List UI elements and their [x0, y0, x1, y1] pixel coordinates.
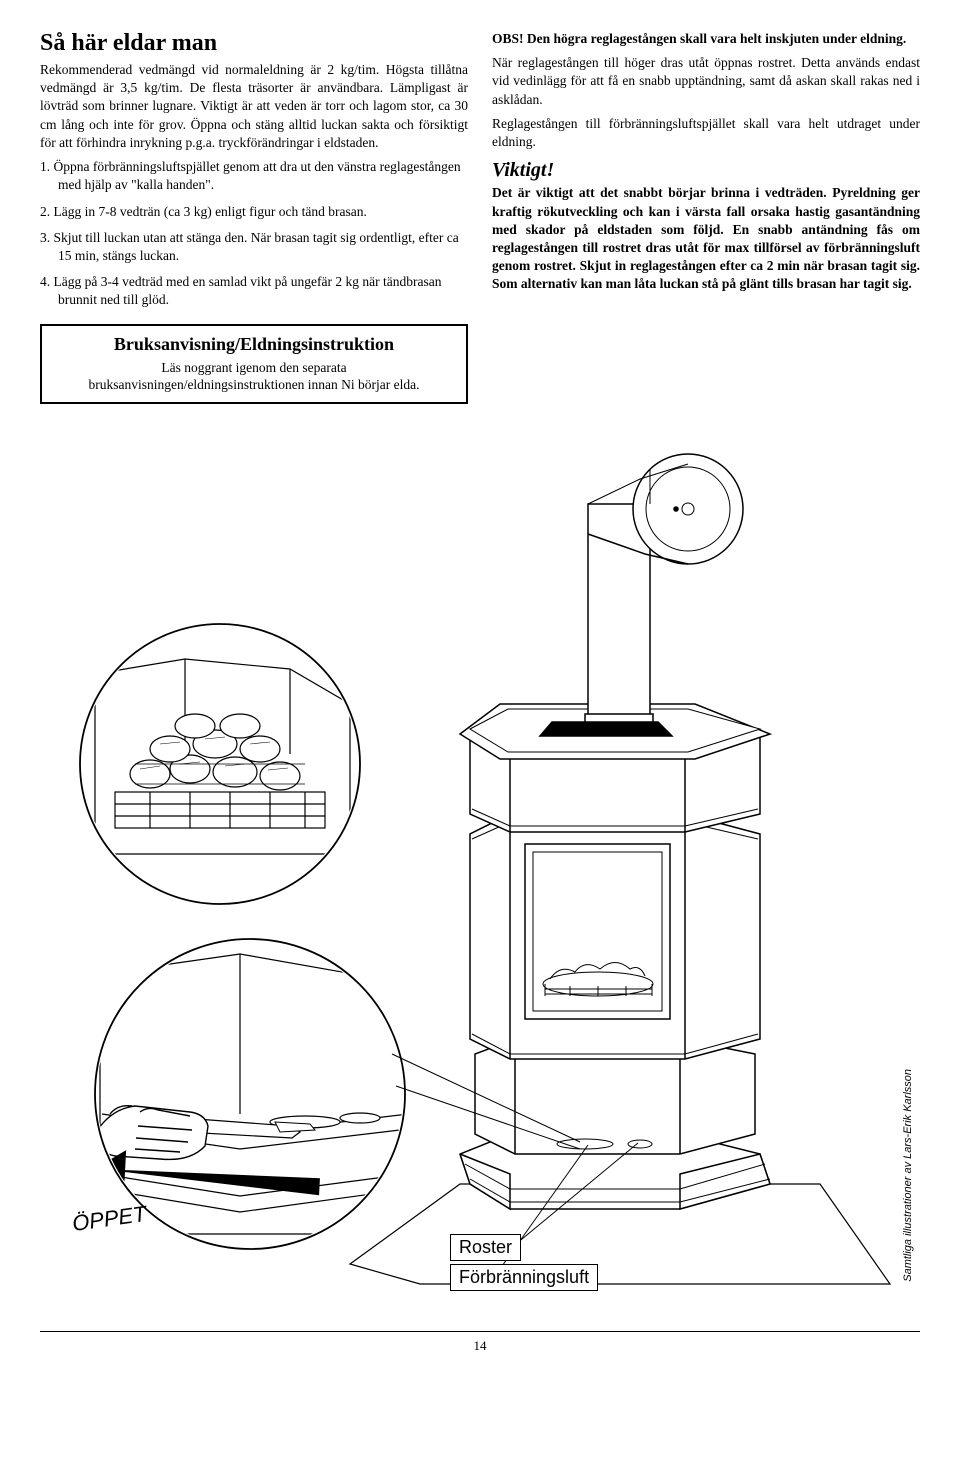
stove-svg — [40, 414, 920, 1314]
box-title: Bruksanvisning/Eldningsinstruktion — [52, 334, 456, 355]
step-1: 1. Öppna förbränningsluftspjället genom … — [40, 158, 468, 194]
obs-rest: Den högra reglagestången skall vara helt… — [524, 31, 907, 46]
obs-label: OBS! — [492, 31, 524, 46]
step-4: 4. Lägg på 3-4 vedträd med en samlad vik… — [40, 273, 468, 309]
obs-paragraph: OBS! Den högra reglagestången skall vara… — [492, 30, 920, 48]
viktigt-heading: Viktigt! — [492, 159, 920, 182]
stove-illustration: ÖPPET Roster Förbränningsluft Samtliga i… — [40, 414, 920, 1319]
instruction-box: Bruksanvisning/Eldningsinstruktion Läs n… — [40, 324, 468, 404]
step-3: 3. Skjut till luckan utan att stänga den… — [40, 229, 468, 265]
roster-label: Roster — [450, 1234, 521, 1261]
right-column: OBS! Den högra reglagestången skall vara… — [492, 30, 920, 404]
forbranningsluft-label: Förbränningsluft — [450, 1264, 598, 1291]
illustration-credit: Samtliga illustrationer av Lars-Erik Kar… — [902, 1069, 914, 1282]
step-2: 2. Lägg in 7-8 vedträn (ca 3 kg) enligt … — [40, 203, 468, 221]
intro-paragraph: Rekommenderad vedmängd vid normaleldning… — [40, 61, 468, 152]
page-number: 14 — [40, 1331, 920, 1354]
page-title: Så här eldar man — [40, 30, 468, 57]
box-body: Läs noggrant igenom den separata bruksan… — [52, 359, 456, 394]
paragraph-3: Reglagestången till förbränningsluftspjä… — [492, 115, 920, 151]
left-column: Så här eldar man Rekommenderad vedmängd … — [40, 30, 468, 404]
paragraph-2: När reglagestången till höger dras utåt … — [492, 54, 920, 109]
viktigt-body: Det är viktigt att det snabbt börjar bri… — [492, 184, 920, 293]
steps-list: 1. Öppna förbränningsluftspjället genom … — [40, 158, 468, 310]
